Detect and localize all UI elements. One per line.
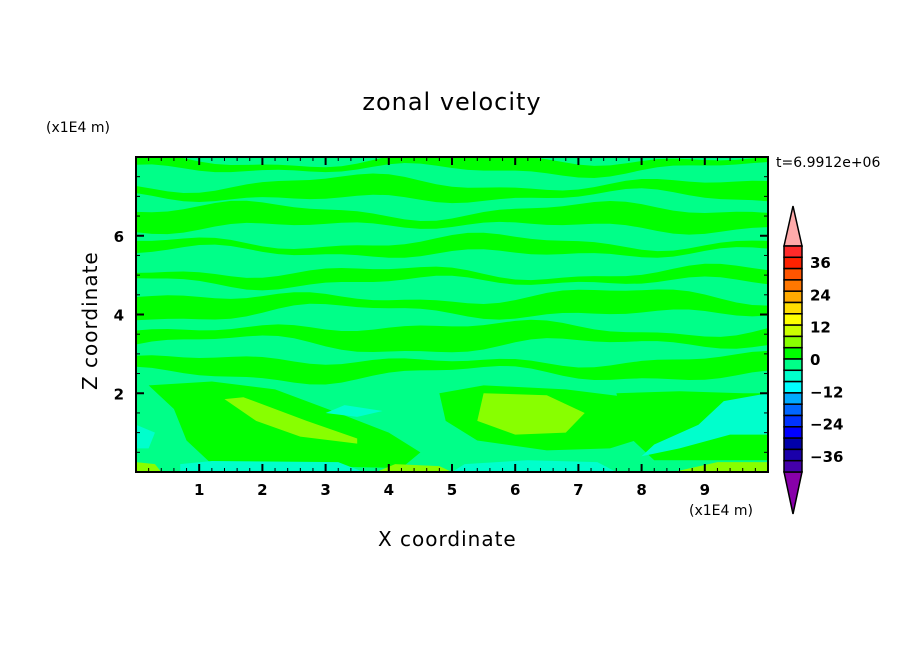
x-axis-label: X coordinate — [378, 527, 517, 551]
contour-band — [136, 319, 768, 353]
y-tick-label: 2 — [114, 385, 124, 403]
contour-field — [136, 157, 768, 472]
x-tick-label: 8 — [636, 481, 646, 499]
contour-band — [136, 173, 768, 204]
x-tick-label: 5 — [447, 481, 457, 499]
contour-band — [136, 289, 768, 321]
colorbar-swatch — [783, 335, 803, 349]
colorbar-swatch — [783, 369, 803, 383]
chart-title: zonal velocity — [362, 88, 542, 116]
x-tick-label: 2 — [257, 481, 267, 499]
colorbar-swatch — [783, 426, 803, 439]
contour-band — [136, 263, 768, 291]
colorbar-under-triangle — [783, 471, 803, 515]
contour-region — [224, 397, 358, 444]
colorbar-swatch — [783, 392, 803, 405]
colorbar-swatch — [783, 245, 803, 259]
x-tick-label: 3 — [320, 481, 330, 499]
contour-region — [180, 460, 364, 472]
colorbar-swatch — [783, 414, 803, 428]
colorbar-tick-label: 12 — [810, 319, 831, 337]
colorbar-swatch — [783, 267, 803, 281]
contour-region — [477, 393, 585, 435]
time-label: t=6.9912e+06 — [776, 155, 881, 171]
y-tick-label: 4 — [114, 307, 124, 325]
x-tick-label: 1 — [194, 481, 204, 499]
colorbar-tick-label: −24 — [810, 416, 843, 434]
colorbar-tick-label: 0 — [810, 351, 820, 369]
colorbar-swatch — [783, 279, 803, 292]
contour-region — [136, 462, 162, 472]
colorbar-swatch — [783, 403, 803, 417]
contour-region — [325, 405, 383, 417]
x-axis-unit: (x1E4 m) — [689, 503, 753, 519]
y-axis-unit: (x1E4 m) — [46, 120, 110, 136]
colorbar-swatch — [783, 459, 803, 473]
colorbar-swatch — [783, 380, 803, 394]
x-tick-label: 9 — [700, 481, 710, 499]
contour-region — [641, 393, 768, 457]
contour-region — [136, 424, 155, 449]
contour-band — [136, 232, 768, 258]
contour-region — [673, 462, 768, 472]
colorbar-swatch — [783, 290, 803, 304]
colorbar-swatch — [783, 358, 803, 372]
contour-region — [452, 460, 617, 472]
colorbar-tick-label: −12 — [810, 383, 843, 401]
x-tick-label: 4 — [384, 481, 394, 499]
contour-band — [136, 200, 768, 235]
colorbar-swatch — [783, 324, 803, 338]
colorbar-swatch — [783, 437, 803, 451]
x-tick-label: 7 — [573, 481, 583, 499]
colorbar-tick-label: 36 — [810, 254, 831, 272]
colorbar-swatch — [783, 346, 803, 360]
contour-band — [136, 157, 768, 178]
colorbar-over-triangle — [783, 205, 803, 247]
y-tick-label: 6 — [114, 228, 124, 246]
x-tick-label: 6 — [510, 481, 520, 499]
colorbar-swatch — [783, 448, 803, 462]
colorbar-tick-label: 24 — [810, 286, 831, 304]
contour-band — [136, 350, 768, 385]
colorbar-tick-label: −36 — [810, 448, 843, 466]
colorbar-swatch — [783, 313, 803, 326]
colorbar-swatch — [783, 256, 803, 270]
colorbar-swatch — [783, 301, 803, 315]
